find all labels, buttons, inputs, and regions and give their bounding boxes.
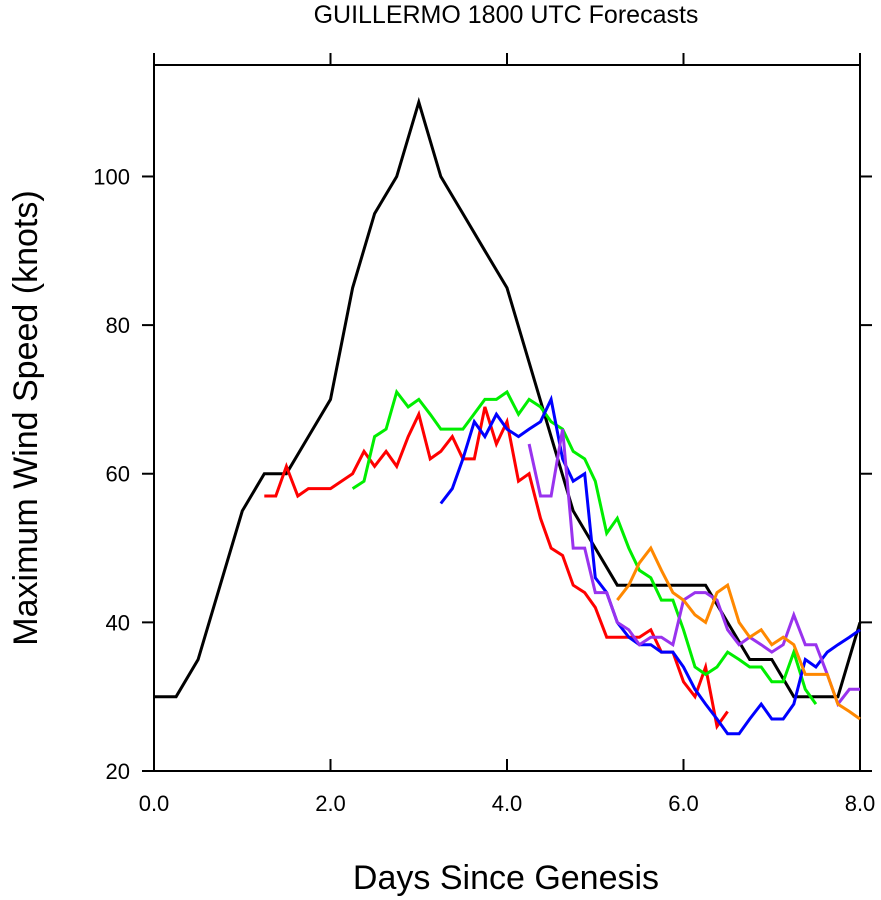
x-tick-label: 6.0: [668, 791, 699, 816]
y-tick-label: 60: [106, 462, 130, 487]
y-tick-label: 40: [106, 610, 130, 635]
axis-ticks: 0.0 2.0 4.0 6.0 8.0 20 40 60 80 100: [93, 53, 875, 816]
x-tick-label: 2.0: [315, 791, 346, 816]
y-tick-label: 80: [106, 313, 130, 338]
series-line-6: [616, 545, 861, 721]
series-line-1: [154, 96, 862, 699]
series-line-4: [439, 394, 861, 736]
y-tick-label: 20: [106, 759, 130, 784]
x-axis-title: Days Since Genesis: [353, 859, 659, 897]
series-line-5: [527, 428, 860, 708]
series-lines: [154, 96, 862, 736]
x-tick-label: 4.0: [492, 791, 523, 816]
series-line-3: [351, 388, 818, 705]
y-tick-label: 100: [93, 164, 130, 189]
x-tick-label: 0.0: [139, 791, 170, 816]
y-axis-title: Maximum Wind Speed (knots): [7, 190, 45, 645]
x-tick-label: 8.0: [845, 791, 876, 816]
plot-frame: [153, 64, 861, 772]
chart-title: GUILLERMO 1800 UTC Forecasts: [314, 1, 699, 29]
